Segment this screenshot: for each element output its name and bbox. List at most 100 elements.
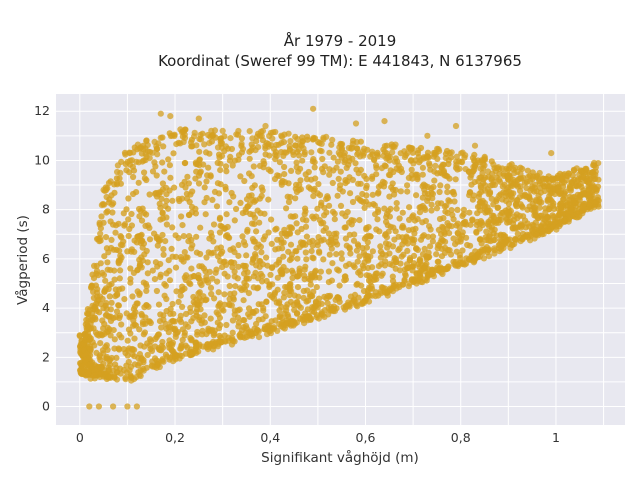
data-point: [231, 273, 238, 280]
data-point: [427, 226, 434, 233]
data-point: [275, 259, 282, 266]
data-point: [471, 157, 478, 164]
data-point: [310, 255, 317, 262]
data-point: [425, 194, 432, 201]
data-point: [346, 158, 353, 165]
data-point: [424, 132, 431, 139]
data-point: [295, 272, 302, 279]
data-point: [435, 258, 442, 265]
data-point: [444, 189, 451, 196]
data-point: [486, 246, 493, 253]
data-point: [354, 241, 361, 248]
data-point: [161, 281, 168, 288]
data-point: [238, 135, 245, 142]
data-point: [280, 294, 287, 301]
data-point: [355, 269, 362, 276]
data-point: [276, 312, 283, 320]
data-point: [170, 326, 177, 333]
data-point: [375, 189, 382, 196]
data-point: [577, 180, 584, 187]
data-point: [294, 284, 302, 291]
data-point: [268, 142, 275, 149]
data-point: [127, 372, 134, 379]
data-point: [502, 238, 509, 245]
data-point: [215, 253, 222, 260]
data-point: [218, 152, 226, 159]
data-point: [255, 316, 262, 323]
data-point: [557, 188, 564, 195]
data-point: [100, 186, 107, 194]
data-point: [353, 247, 360, 254]
data-point: [230, 193, 237, 200]
data-point: [536, 169, 543, 177]
data-point: [167, 113, 174, 120]
data-point: [491, 245, 498, 252]
data-point: [116, 346, 123, 353]
data-point: [399, 241, 406, 248]
data-point: [263, 298, 270, 305]
data-point: [163, 214, 170, 221]
data-point: [285, 180, 292, 187]
data-point: [169, 300, 176, 308]
data-point: [146, 191, 153, 198]
data-point: [369, 292, 376, 299]
data-point: [490, 161, 497, 168]
data-point: [177, 254, 184, 261]
data-point: [127, 265, 134, 272]
data-point: [334, 241, 341, 248]
data-point: [140, 359, 147, 366]
data-point: [383, 155, 390, 162]
data-point: [248, 173, 255, 180]
data-point: [197, 168, 204, 175]
data-point: [433, 251, 440, 258]
data-point: [213, 203, 221, 210]
data-point: [531, 208, 538, 215]
data-point: [131, 335, 138, 342]
data-point: [162, 238, 169, 245]
data-point: [182, 276, 189, 284]
data-point: [315, 315, 322, 322]
data-point: [409, 149, 416, 156]
data-point: [182, 159, 189, 167]
data-point: [189, 351, 196, 358]
data-point: [244, 228, 251, 235]
data-point: [405, 144, 413, 151]
data-point: [347, 190, 354, 197]
data-point: [267, 271, 274, 278]
data-point: [501, 181, 508, 188]
data-point: [196, 301, 203, 308]
data-point: [184, 173, 191, 180]
data-point: [286, 143, 293, 150]
data-point: [233, 131, 240, 138]
data-point: [288, 167, 295, 174]
data-point: [278, 181, 285, 188]
data-point: [340, 152, 347, 159]
data-point: [411, 236, 418, 243]
data-point: [149, 149, 156, 156]
data-point: [301, 276, 308, 283]
data-point: [101, 253, 108, 260]
data-point: [249, 220, 256, 227]
data-point: [215, 289, 222, 296]
data-point: [338, 255, 345, 262]
data-point: [481, 155, 488, 162]
data-point: [102, 234, 110, 241]
data-point: [326, 251, 333, 258]
data-point: [198, 136, 205, 143]
data-point: [201, 141, 208, 148]
data-point: [141, 169, 148, 176]
data-point: [89, 302, 96, 309]
data-point: [311, 303, 318, 310]
data-point: [294, 136, 301, 143]
data-point: [294, 310, 301, 317]
data-point: [92, 282, 99, 289]
data-point: [121, 221, 129, 228]
data-point: [437, 182, 444, 189]
data-point: [561, 216, 569, 223]
data-point: [363, 294, 370, 301]
data-point: [476, 174, 483, 181]
data-point: [341, 306, 349, 313]
data-point: [177, 318, 185, 325]
data-point: [201, 277, 208, 284]
data-point: [517, 187, 524, 195]
